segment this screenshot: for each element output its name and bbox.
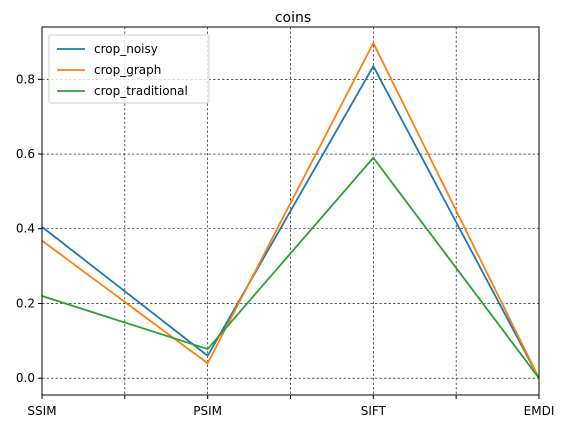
legend-label-crop_noisy: crop_noisy	[94, 42, 158, 56]
x-tick-label: SSIM	[27, 404, 56, 418]
legend-box	[48, 34, 210, 104]
legend-label-crop_traditional: crop_traditional	[94, 84, 188, 98]
y-tick-label: 0.0	[16, 371, 35, 385]
series-line-crop_traditional	[41, 156, 540, 379]
y-tick-label: 0.4	[16, 222, 35, 236]
tick-layer: 0.0 0.2 0.4 0.6 0.8 SSIM PSIM SIFT EMDI	[16, 72, 554, 418]
chart-title: coins	[275, 10, 311, 26]
y-tick-label: 0.6	[16, 147, 35, 161]
y-tick-label: 0.2	[16, 296, 35, 310]
y-tick-label: 0.8	[16, 72, 35, 86]
legend-items: crop_noisy crop_graph crop_traditional	[57, 42, 188, 98]
x-tick-label: PSIM	[193, 404, 222, 418]
legend-label-crop_graph: crop_graph	[94, 63, 161, 77]
legend: crop_noisy crop_graph crop_traditional	[48, 34, 210, 104]
x-tick-label: SIFT	[361, 404, 387, 418]
series-line-crop_noisy	[41, 65, 540, 379]
series-layer	[41, 42, 540, 379]
x-tick-label: EMDI	[524, 404, 555, 418]
series-line-crop_graph	[41, 42, 540, 379]
